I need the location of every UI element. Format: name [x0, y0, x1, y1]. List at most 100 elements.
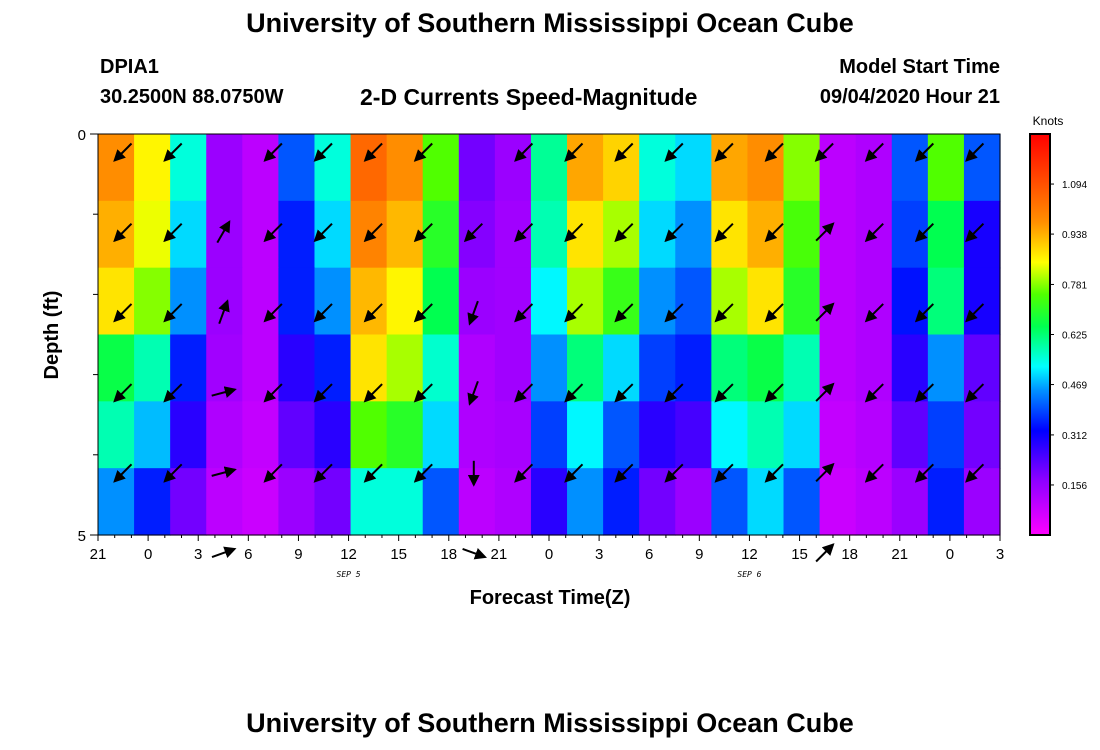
heatmap-cell [639, 200, 676, 269]
current-vector-arrow [664, 383, 684, 403]
current-vector-arrow [313, 463, 333, 483]
heatmap-cell [819, 200, 857, 269]
current-vector-arrow [564, 142, 584, 162]
current-vector-arrow [614, 383, 634, 403]
current-vector-arrow [614, 303, 634, 323]
current-vector-arrow [263, 463, 283, 483]
colorbar-unit-label: Knots [1033, 114, 1064, 128]
current-vector-arrow [965, 303, 985, 323]
heatmap-cell [530, 200, 568, 269]
heatmap-cell [963, 334, 1001, 402]
heatmap-cell [567, 134, 604, 202]
heatmap-cell [350, 334, 388, 402]
current-vector-arrow [313, 383, 333, 403]
current-vector-arrow [864, 303, 884, 323]
heatmap-cell [134, 134, 171, 202]
heatmap-cell [242, 401, 279, 469]
current-vector-arrow [163, 142, 183, 162]
heatmap-cell [711, 334, 749, 402]
heatmap-cell [422, 134, 460, 202]
model-start-value: 09/04/2020 Hour 21 [819, 86, 1000, 108]
heatmap-cell [242, 468, 279, 536]
current-vector-arrow [764, 463, 784, 483]
heatmap-cell [819, 468, 857, 536]
current-vector-arrow [564, 383, 584, 403]
heatmap-cell [494, 134, 532, 202]
current-vector-arrow [313, 222, 333, 243]
heatmap-cell [530, 267, 568, 336]
current-vector-arrow [413, 463, 433, 483]
current-vector-arrow [764, 303, 784, 323]
current-vector-arrow [864, 222, 884, 243]
colorbar [1029, 133, 1051, 536]
current-vector-arrow [211, 546, 237, 559]
heatmap-cell [458, 401, 496, 469]
heatmap-cell [567, 468, 604, 536]
x-tick-label: 0 [545, 546, 553, 563]
current-vector-arrow [514, 303, 534, 323]
heatmap-cell [927, 267, 965, 336]
heatmap-cell [783, 267, 821, 336]
current-vector-arrow [363, 222, 383, 243]
heatmap-cell [530, 468, 568, 536]
current-vector-arrow [914, 383, 935, 403]
current-vector-arrow [163, 463, 183, 483]
heatmap-cell [206, 468, 243, 536]
current-vector-arrow [864, 142, 884, 162]
heatmap-cell [170, 134, 207, 202]
heatmap-cell [98, 401, 135, 469]
heatmap-cell [819, 267, 857, 336]
heatmap-cell [783, 134, 821, 202]
current-vector-arrow [965, 222, 985, 243]
heatmap-cell [963, 401, 1001, 469]
heatmap-cell [603, 267, 640, 336]
current-vector-arrow [564, 222, 584, 243]
x-tick-label: 15 [390, 546, 407, 563]
heatmap-cell [242, 200, 279, 269]
heatmap-cell [891, 134, 929, 202]
current-vector-arrow [714, 222, 734, 243]
current-vector-arrow [363, 463, 383, 483]
heatmap-cell [98, 267, 135, 336]
current-vector-arrow [815, 462, 835, 483]
heatmap-cell [855, 134, 893, 202]
heatmap-cell [314, 334, 352, 402]
heatmap-cell [170, 267, 207, 336]
current-vector-arrow [113, 222, 133, 243]
heatmap-cell [494, 267, 532, 336]
x-tick-label: 6 [645, 546, 653, 563]
heatmap-cell [927, 468, 965, 536]
heatmap-cell [98, 134, 135, 202]
y-axis-label: Depth (ft) [41, 291, 63, 380]
current-vector-arrow [218, 299, 230, 325]
heatmap-cell [891, 401, 929, 469]
heatmap-cell [314, 401, 352, 469]
heatmap-cell [891, 334, 929, 402]
heatmap-cell [386, 401, 424, 469]
current-vector-arrow [163, 303, 183, 323]
current-vector-arrow [815, 222, 835, 242]
heatmap-cell [711, 267, 749, 336]
station-location: 30.2500N 88.0750W [100, 86, 284, 108]
x-tick-label: 3 [996, 546, 1004, 563]
current-vector-arrow [263, 303, 283, 323]
current-vector-arrow [163, 222, 183, 243]
heatmap-cell [855, 401, 893, 469]
heatmap-cell [242, 267, 279, 336]
colorbar-tick-label: 0.469 [1062, 381, 1087, 392]
x-tick-label: 12 [340, 546, 357, 563]
current-vector-arrow [216, 220, 231, 244]
current-vector-arrow [363, 383, 383, 403]
heatmap-cell [639, 334, 676, 402]
heatmap-cell [494, 401, 532, 469]
heatmap-cell [675, 334, 712, 402]
x-tick-label: 9 [294, 546, 302, 563]
heatmap-cell [603, 334, 640, 402]
heatmap-cell [170, 401, 207, 469]
heatmap-cell [855, 468, 893, 536]
heatmap-cell [530, 134, 568, 202]
current-vector-arrow [514, 463, 534, 483]
current-vector-arrow [467, 380, 479, 406]
heatmap-cell [386, 134, 424, 202]
